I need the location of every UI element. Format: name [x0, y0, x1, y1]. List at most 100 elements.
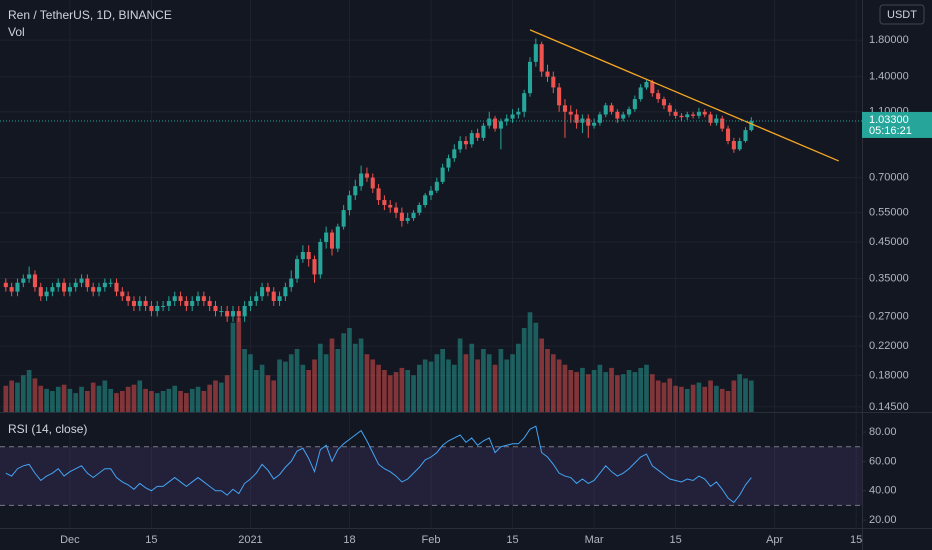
candle-body — [510, 114, 515, 119]
volume-bar — [749, 380, 754, 412]
candle-body — [155, 305, 160, 312]
candle-body — [749, 120, 754, 131]
volume-bar — [248, 354, 253, 412]
candle-body — [545, 71, 550, 77]
trendline — [529, 29, 839, 162]
candle-body — [50, 287, 55, 292]
volume-bar — [580, 367, 585, 412]
candle-body — [143, 301, 148, 306]
volume-bar — [154, 393, 160, 412]
rsi-line — [5, 425, 752, 504]
candle-body — [149, 305, 154, 312]
candle-body — [702, 111, 707, 115]
volume-bar — [102, 380, 108, 412]
y-tick-label: 0.18000 — [869, 369, 909, 381]
x-tick-label: 15 — [850, 534, 862, 546]
candle-body — [446, 158, 451, 168]
x-tick-label: 18 — [343, 534, 355, 546]
candle-body — [79, 278, 84, 283]
volume-bar — [312, 359, 317, 412]
candle-body — [399, 212, 404, 221]
x-tick-label: 2021 — [238, 534, 262, 546]
volume-bar — [457, 338, 463, 412]
volume-bar — [696, 382, 702, 412]
candle-body — [85, 278, 90, 288]
candle-body — [324, 232, 329, 242]
volume-bar — [399, 367, 405, 412]
candle-body — [382, 200, 387, 205]
candle-body — [720, 118, 725, 129]
volume-bar — [376, 364, 381, 412]
volume-bar — [114, 393, 119, 412]
volume-bar — [714, 385, 719, 412]
currency[interactable]: USDT — [887, 9, 917, 21]
candle-body — [592, 122, 597, 126]
volume-bar — [655, 380, 661, 412]
candle-body — [265, 287, 270, 292]
volume-bar — [469, 343, 475, 412]
candle-body — [440, 167, 445, 182]
volume-bar — [288, 354, 294, 412]
candle-body — [166, 301, 171, 306]
volume-bar — [708, 380, 713, 412]
volume-bar — [679, 386, 684, 412]
volume-bar — [533, 322, 539, 412]
candle-body — [283, 287, 288, 297]
volume-bar — [568, 370, 574, 412]
volume-bar — [300, 364, 306, 412]
candle-body — [656, 93, 661, 100]
volume-bar — [189, 388, 195, 412]
grid — [0, 0, 862, 528]
candle-body — [568, 111, 573, 115]
volume-bar — [504, 359, 510, 412]
candle-body — [632, 99, 637, 110]
volume-bar — [85, 391, 90, 412]
volume-bar — [341, 333, 346, 412]
y-tick-label: 1.80000 — [869, 34, 909, 46]
rsi-title: RSI (14, close) — [8, 422, 87, 436]
candle-body — [487, 118, 492, 126]
volume-bar — [277, 359, 282, 412]
volume-bar — [236, 317, 242, 412]
axes: Dec 15 2021 18 Feb 15 Mar 15 Apr 15 1.80000 1.40000… — [60, 34, 932, 546]
volume-bar — [481, 349, 486, 412]
candle-body — [161, 305, 166, 307]
candle-body — [248, 301, 253, 306]
candle-body — [743, 130, 748, 142]
candle-body — [685, 114, 690, 118]
volume-bar — [61, 384, 67, 412]
currency-box[interactable] — [879, 4, 925, 25]
countdown: 05:16:21 — [869, 125, 912, 137]
candle-body — [32, 274, 37, 288]
volume-bar — [9, 380, 14, 412]
volume-bar — [737, 374, 743, 412]
candle-body — [615, 111, 620, 119]
volume-bar — [684, 388, 690, 412]
volume-bar — [259, 364, 265, 412]
volume-bar — [615, 375, 620, 412]
volume-bar — [224, 375, 230, 412]
candle-body — [469, 133, 474, 145]
volume-bar — [44, 388, 49, 412]
volume-bar — [527, 312, 533, 412]
candle-body — [91, 287, 96, 292]
candle-body — [335, 226, 340, 249]
candle-body — [306, 252, 311, 260]
candle-body — [219, 311, 224, 313]
candle-body — [131, 301, 136, 306]
volume-bar — [184, 393, 189, 412]
candle-body — [254, 296, 259, 302]
volume-bar — [230, 322, 236, 412]
candle-body — [213, 305, 218, 312]
volume-bar — [434, 354, 440, 412]
volume-bar — [585, 374, 591, 412]
volume-bar — [521, 328, 527, 412]
candle-body — [364, 173, 369, 178]
candle-body — [428, 190, 434, 196]
candle-body — [661, 99, 667, 106]
volume-bar — [603, 372, 609, 412]
candle-body — [207, 301, 212, 306]
candle-body — [15, 282, 20, 292]
volume-bar — [137, 380, 143, 412]
volume-bar — [352, 343, 358, 412]
